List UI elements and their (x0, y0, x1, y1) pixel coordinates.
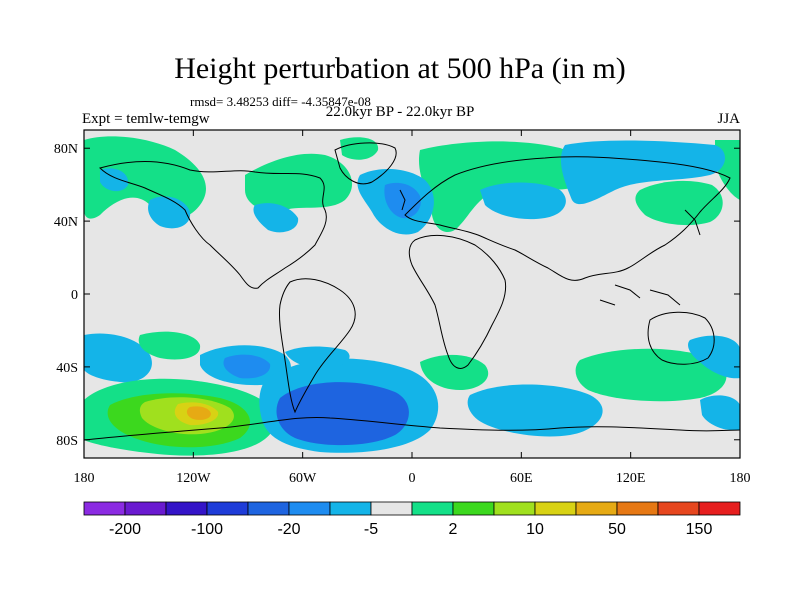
experiment-label: Expt = temlw-temgw (82, 111, 210, 127)
coastline-south-america (279, 278, 356, 414)
anomaly-negative-sh-indian (467, 384, 603, 437)
lon-tick-label: 60W (289, 471, 317, 486)
coastline-africa (408, 235, 507, 369)
colorbar-swatch (83, 501, 126, 516)
anomaly-negative-nh-atlantic-core (384, 182, 421, 219)
coastline-maritime-continent (599, 284, 681, 306)
anomaly-positive-nh-asia (635, 180, 723, 226)
colorbar-swatch (247, 501, 290, 516)
colorbar-swatch (411, 501, 454, 516)
colorbar-swatch (165, 501, 208, 516)
lon-tick-label: 0 (409, 471, 416, 486)
coastline-eurasia (404, 156, 731, 281)
lon-tick-label: 120E (616, 471, 646, 486)
lat-tick-label: 80S (56, 434, 78, 449)
colorbar-label: 50 (608, 521, 626, 538)
colorbar-label: 2 (449, 521, 458, 538)
coastline-uk (399, 189, 406, 211)
colorbar-swatch (370, 501, 413, 516)
latitude-axis: 80N 40N 0 40S 80S (54, 142, 740, 449)
colorbar-swatch (124, 501, 167, 516)
coastline-japan (684, 209, 701, 236)
coastlines (84, 142, 740, 441)
period-label: 22.0kyr BP - 22.0kyr BP (325, 104, 475, 120)
colorbar-swatch (698, 501, 741, 516)
anomaly-positive-nh-pacific (84, 136, 206, 219)
colorbar-swatch (493, 501, 536, 516)
chart-title: Height perturbation at 500 hPa (in m) (174, 52, 626, 85)
lon-tick-label: 120W (176, 471, 211, 486)
anomaly-negative-sh-pacific-west (84, 333, 152, 383)
colorbar-label: -200 (109, 521, 141, 538)
lat-tick-label: 80N (54, 142, 78, 157)
colorbar-label: -5 (364, 521, 378, 538)
anomaly-negative-nh-pacific (148, 196, 191, 229)
anomaly-negative-nh-europe (480, 182, 566, 220)
lon-tick-label: 180 (74, 471, 95, 486)
colorbar-swatch (452, 501, 495, 516)
coastline-antarctica (84, 416, 740, 441)
colorbar-swatch (206, 501, 249, 516)
lat-tick-label: 40S (56, 361, 78, 376)
colorbar-swatch (657, 501, 700, 516)
anomaly-positive-sh-southwest-pacific (138, 331, 201, 360)
colorbar-label: -20 (277, 521, 300, 538)
anomaly-negative-sh-south-america (285, 346, 350, 369)
coastline-north-america (99, 161, 327, 289)
coastline-greenland (334, 142, 397, 185)
colorbar-swatch (288, 501, 331, 516)
anomaly-positive-sh-indian (575, 348, 727, 402)
anomaly-negative-nh-canada (253, 203, 299, 233)
colorbar-label: 150 (686, 521, 713, 538)
anomaly-negative-nh-siberia (560, 140, 726, 205)
lon-tick-label: 180 (730, 471, 751, 486)
anomaly-positive-sh-pacific-peak (186, 406, 211, 420)
anomaly-positive-sh-atlantic (420, 354, 489, 390)
anomaly-positive-nh-canada (245, 153, 353, 212)
longitude-axis: 180 120W 60W 0 60E 120E 180 (74, 130, 751, 486)
lat-tick-label: 40N (54, 215, 78, 230)
anomaly-negative-sh-atlantic-core (276, 382, 409, 446)
anomaly-field (84, 136, 740, 456)
stats-line: rmsd= 3.48253 diff= -4.35847e-08 (190, 94, 371, 109)
colorbar-label: -100 (191, 521, 223, 538)
coastline-australia (647, 311, 715, 365)
anomaly-negative-sh-australia (688, 335, 740, 379)
colorbar-swatch (575, 501, 618, 516)
lat-tick-label: 0 (71, 288, 78, 303)
anomaly-negative-sh-dateline (700, 395, 740, 431)
lon-tick-label: 60E (510, 471, 533, 486)
anomaly-negative-sh-pacific-east-core (223, 354, 271, 379)
season-label: JJA (717, 111, 740, 127)
colorbar-swatch (329, 501, 372, 516)
colorbar: -200 -100 -20 -5 2 10 50 150 (83, 501, 741, 538)
colorbar-label: 10 (526, 521, 544, 538)
colorbar-swatch (616, 501, 659, 516)
colorbar-swatch (534, 501, 577, 516)
